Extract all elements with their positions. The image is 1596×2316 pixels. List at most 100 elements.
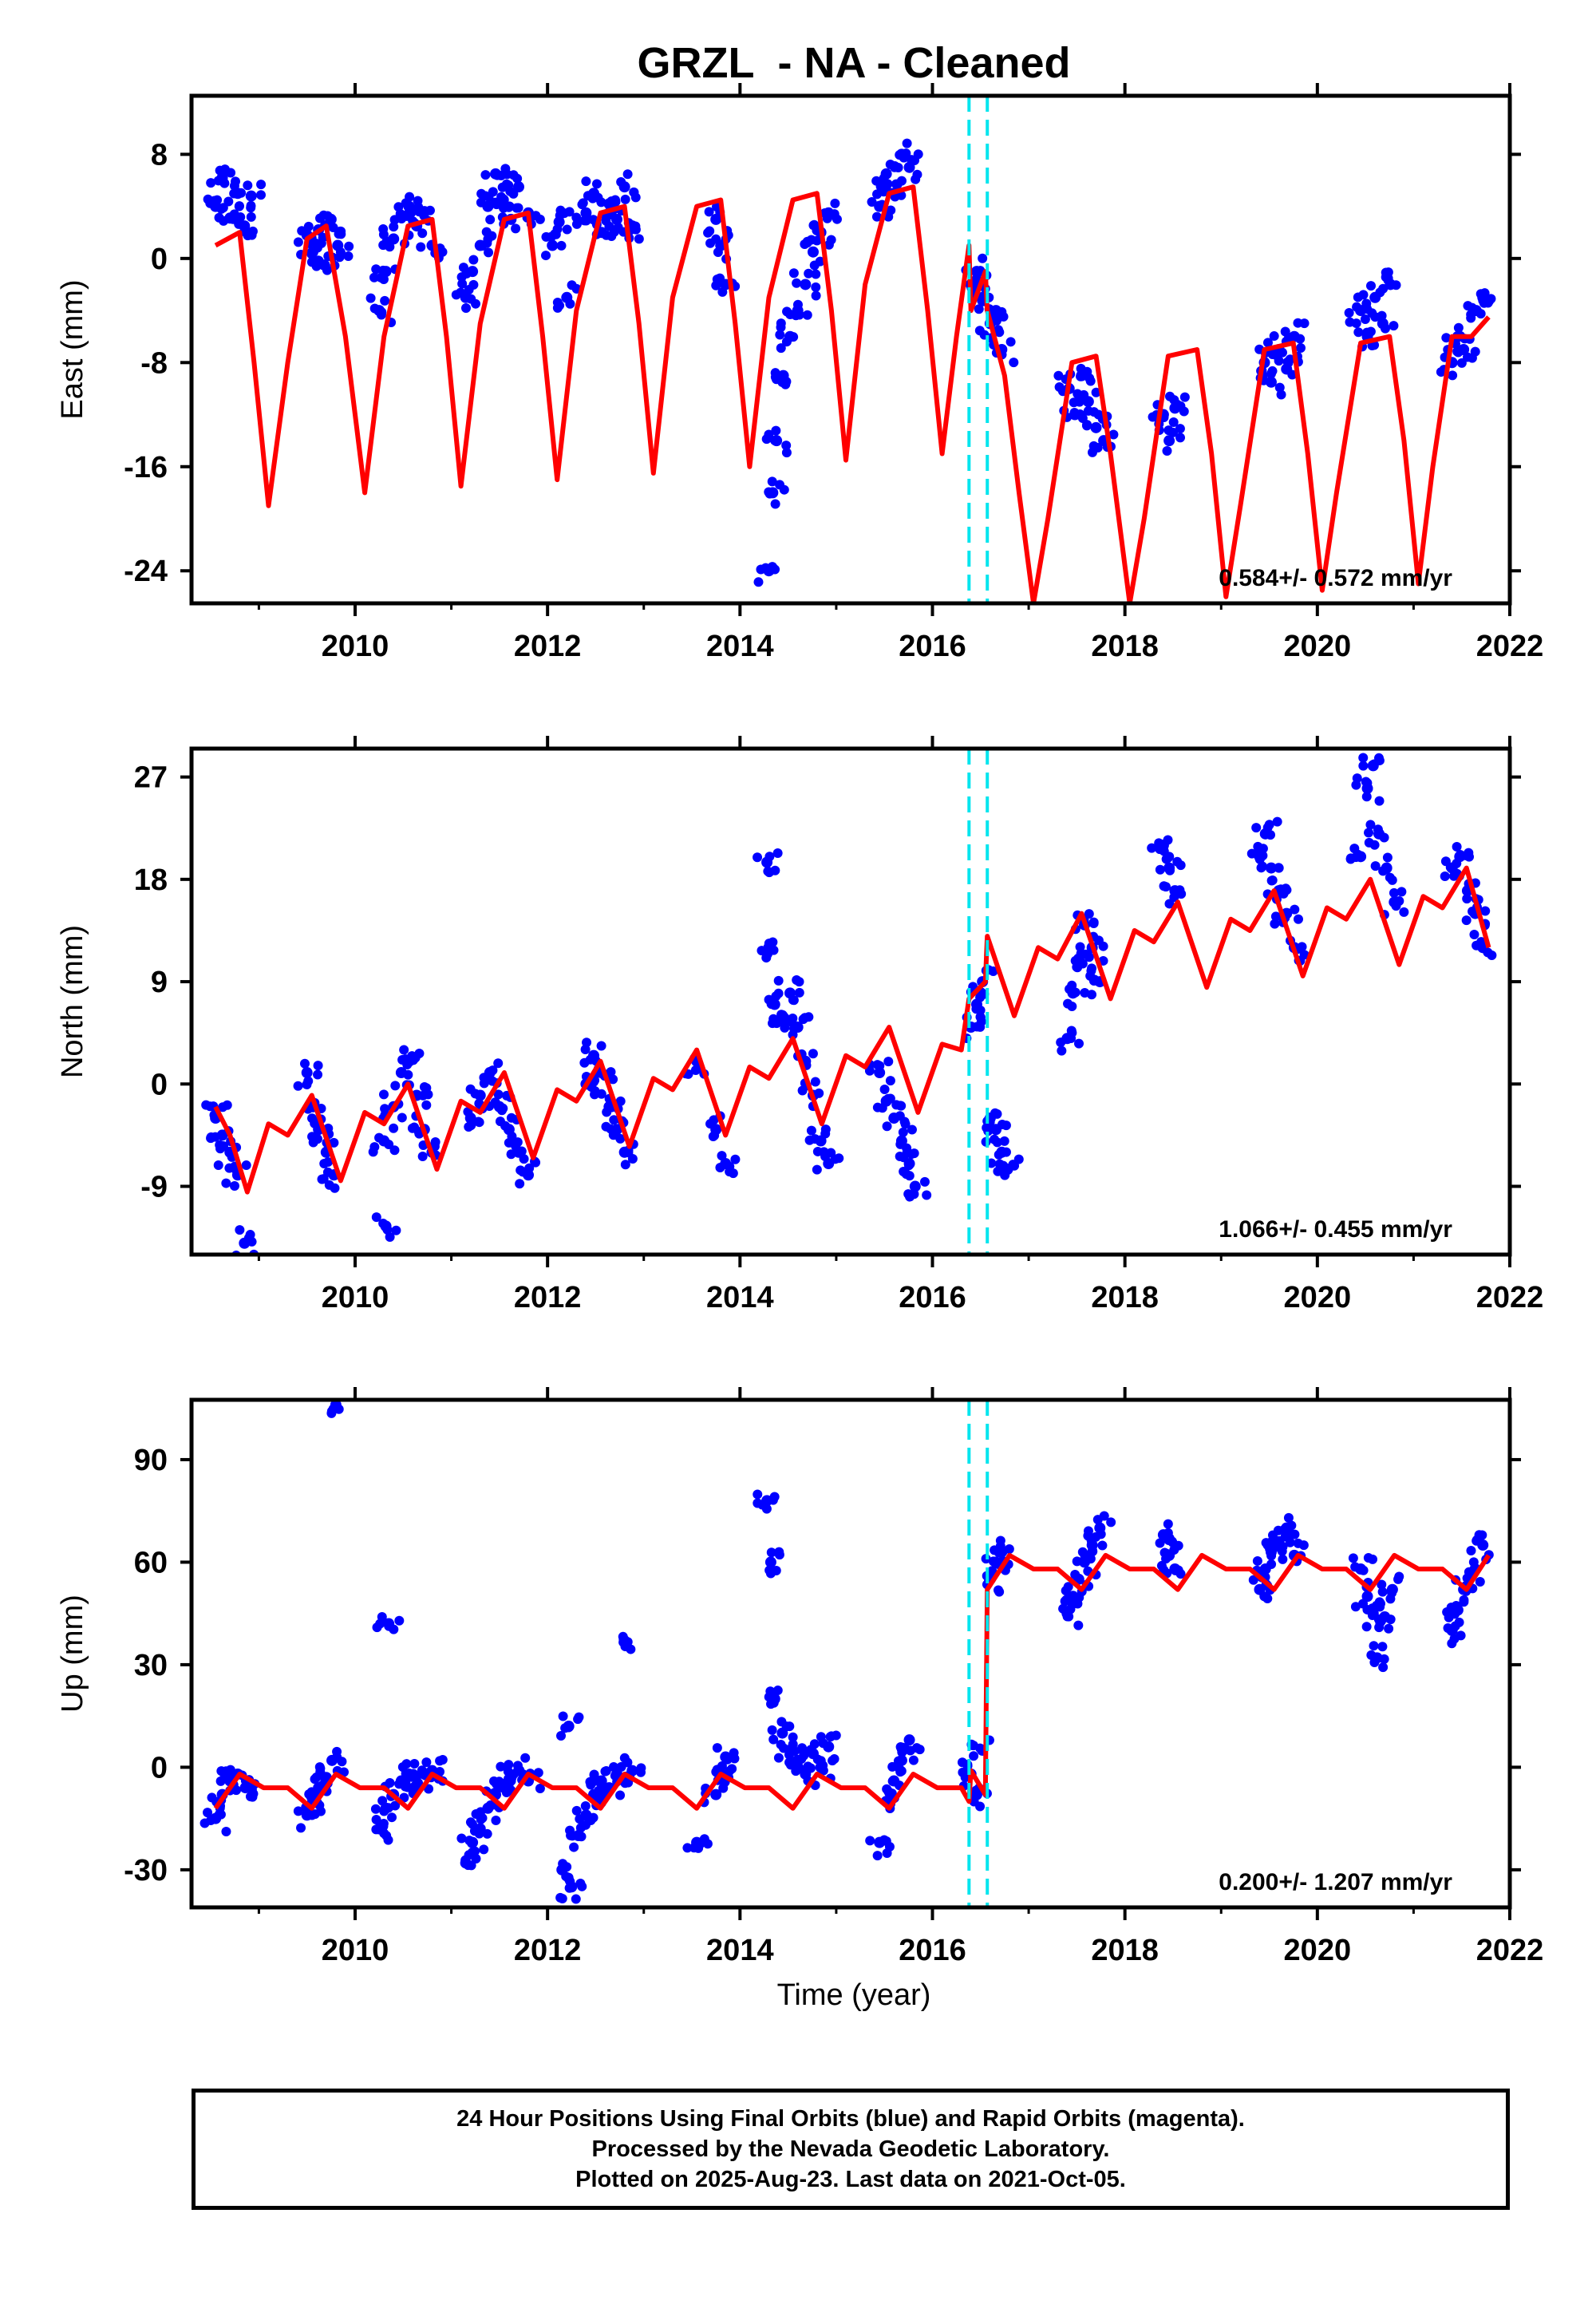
north-data-point <box>206 1132 216 1142</box>
up-data-point <box>1073 1620 1084 1630</box>
up-data-point <box>1283 1512 1294 1523</box>
north-data-point <box>788 1030 798 1040</box>
east-data-point <box>492 170 503 180</box>
north-data-point <box>820 1152 831 1162</box>
east-data-point <box>596 197 606 207</box>
east-data-point <box>1162 445 1172 456</box>
up-data-point <box>586 1816 596 1826</box>
east-data-point <box>1389 321 1399 331</box>
north-data-point <box>313 1069 323 1080</box>
up-data-point <box>727 1764 737 1774</box>
up-data-point <box>371 1815 381 1825</box>
east-data-point <box>246 211 256 222</box>
east-data-point <box>1082 420 1092 430</box>
north-data-point <box>218 1102 228 1113</box>
up-data-point <box>1393 1574 1404 1584</box>
north-data-point <box>1396 887 1407 897</box>
up-data-point <box>1449 1634 1460 1644</box>
up-data-point <box>1163 1519 1173 1529</box>
east-data-point <box>779 484 789 495</box>
up-data-point <box>773 1753 784 1763</box>
up-data-point <box>1106 1517 1116 1528</box>
up-data-point <box>805 1763 816 1773</box>
north-data-point <box>794 977 804 987</box>
north-data-point <box>768 937 778 947</box>
east-data-point <box>377 307 387 318</box>
up-data-point <box>722 1754 733 1765</box>
up-data-point <box>1377 1642 1388 1652</box>
north-data-point <box>879 1084 890 1094</box>
north-data-point <box>773 988 784 998</box>
north-data-point <box>770 865 780 875</box>
north-data-point <box>1088 919 1099 929</box>
east-data-point <box>788 332 799 342</box>
north-data-point <box>1455 849 1465 860</box>
east-data-point <box>588 215 598 225</box>
north-data-point <box>763 866 773 876</box>
up-data-point <box>1443 1622 1453 1633</box>
up-data-point <box>206 1815 216 1825</box>
east-data-point <box>389 222 399 232</box>
up-plot-area <box>200 1389 1494 1904</box>
north-data-point <box>1361 792 1372 802</box>
up-data-point <box>764 1556 776 1568</box>
up-data-point <box>793 1761 804 1771</box>
north-data-point <box>708 1132 718 1142</box>
up-data-point <box>319 1389 329 1398</box>
up-data-point <box>1248 1575 1258 1585</box>
up-data-point <box>397 1762 408 1773</box>
up-data-point <box>370 1804 381 1814</box>
east-data-point <box>578 198 588 208</box>
east-data-point <box>902 138 912 148</box>
up-data-point <box>969 1751 979 1761</box>
north-data-point <box>1452 858 1462 868</box>
east-data-point <box>1088 441 1099 451</box>
north-data-point <box>885 1093 895 1104</box>
north-data-point <box>313 1061 323 1071</box>
north-data-point <box>898 1127 908 1137</box>
up-data-point <box>768 1734 779 1745</box>
east-data-point <box>552 224 563 235</box>
north-data-point <box>1391 901 1401 911</box>
up-data-point <box>776 1739 786 1749</box>
up-data-point <box>1064 1611 1074 1622</box>
up-data-point <box>765 1568 776 1579</box>
up-data-point <box>580 1801 591 1812</box>
east-data-point <box>1276 389 1286 400</box>
north-data-point <box>808 1049 818 1059</box>
up-data-point <box>1268 1530 1278 1540</box>
north-data-point <box>725 1161 735 1172</box>
north-data-point <box>519 1154 529 1164</box>
east-data-point <box>781 337 792 347</box>
up-data-point <box>1459 1597 1469 1607</box>
east-data-point <box>812 235 822 246</box>
up-panel: -30 0 30 60 90 2010 2012 2014 2016 2018 2020 2022 Up… <box>56 1387 1543 1967</box>
east-data-point <box>297 226 307 236</box>
north-data-point <box>812 1164 822 1175</box>
east-data-point <box>770 564 780 575</box>
east-data-point <box>417 228 428 239</box>
north-data-point <box>235 1225 245 1235</box>
up-data-point <box>712 1743 722 1753</box>
east-data-point <box>504 202 514 212</box>
north-x-tick-label: 2012 <box>514 1281 582 1314</box>
up-data-point <box>1298 1540 1309 1551</box>
up-data-point <box>818 1765 828 1776</box>
north-data-point <box>1483 947 1493 958</box>
north-data-point <box>1464 848 1474 858</box>
up-data-point <box>1072 1556 1082 1567</box>
north-data-point <box>885 1076 895 1086</box>
up-data-point <box>1377 1579 1387 1590</box>
north-data-point <box>1399 907 1409 917</box>
up-data-point <box>1167 1537 1178 1547</box>
north-data-point <box>1089 974 1100 985</box>
up-data-point <box>571 1894 581 1904</box>
up-data-point <box>872 1851 883 1861</box>
east-data-point <box>771 425 781 436</box>
north-data-point <box>753 852 763 863</box>
north-data-point <box>474 1089 484 1100</box>
east-data-point <box>508 170 519 180</box>
north-data-point <box>1379 832 1389 843</box>
up-data-point <box>577 1881 587 1891</box>
north-data-point <box>986 1158 997 1168</box>
